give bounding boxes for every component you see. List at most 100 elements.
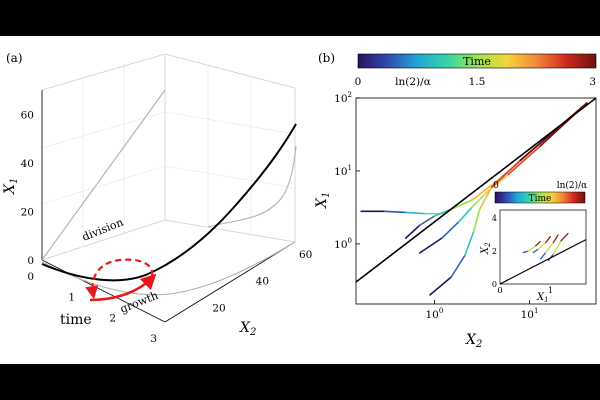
x-tick-exp: 1: [534, 307, 538, 315]
inset-trajectory-segment: [545, 242, 554, 254]
colorbar-tick-label: 1.5: [469, 76, 486, 88]
inset-y-tick-label: 0: [492, 280, 497, 289]
trajectory-segment: [404, 211, 426, 215]
y-tick-base: 10: [334, 239, 347, 251]
y-tick-exp: 0: [348, 237, 352, 245]
x1-axis-label: X1: [2, 178, 20, 195]
trajectory-segment: [471, 177, 502, 201]
trajectory-segment: [450, 199, 474, 210]
inset-colorbar: [494, 191, 586, 204]
x-tick-label: 100: [425, 307, 443, 321]
panel-a-label: (a): [6, 51, 23, 65]
inset-trajectory-segment: [537, 242, 546, 250]
inset-trajectory-segment: [532, 248, 539, 254]
time-axis-line: [41, 259, 166, 323]
inset-x-tick-label: 1: [548, 286, 553, 295]
trajectory-segment: [404, 224, 421, 239]
y-tick-base: 10: [334, 93, 347, 105]
y-tick-exp: 2: [348, 91, 352, 99]
trajectory-segment: [429, 276, 452, 296]
trajectory-segment: [507, 145, 542, 176]
grid-line: [41, 165, 296, 205]
inset-x-tick-label: 0: [497, 286, 502, 295]
inset-ylabel-sub: 2: [484, 242, 492, 248]
panel-b-ylabel-sub: 1: [321, 192, 332, 198]
x1-tick-labels: 0 20 40 60: [21, 109, 34, 267]
x1-axis-label-main: X: [2, 183, 18, 195]
colorbar-tick-label: 0: [355, 76, 362, 88]
inset-colorbar-left: 0: [493, 181, 499, 191]
x1-tick-label: 0: [27, 255, 34, 267]
inset-xlabel-main: X: [536, 292, 545, 303]
panel-b-xlabel: X2: [465, 332, 482, 350]
inset-trajectory-segment: [522, 250, 529, 254]
x2-tick-label: 40: [256, 276, 269, 288]
inset-curves: [499, 232, 587, 285]
colorbar-tick-label: ln(2)/α: [395, 76, 431, 88]
inset-plot-frame: [499, 209, 587, 285]
x-tick-exp: 0: [439, 307, 443, 315]
colorbar-tick-label: 3: [589, 76, 596, 88]
inset-trajectory-segment: [527, 245, 536, 252]
inset-xlabel: X1: [536, 292, 549, 304]
inset-y-tick-label: 2: [492, 247, 497, 256]
x2-axis-label-sub: 2: [249, 327, 256, 338]
y-tick-label: 102: [334, 91, 352, 105]
inset-colorbar-title: Time: [529, 194, 552, 204]
y-tick-exp: 1: [348, 164, 352, 172]
x2-tick-label: 60: [299, 249, 312, 261]
trajectory-segment: [471, 192, 487, 208]
inset-colorbar-right: ln(2)/α: [557, 180, 588, 191]
inset-trajectory-segment: [545, 235, 552, 244]
inset-ylabel-main: X: [480, 246, 491, 255]
panel-a-box: [41, 53, 296, 261]
inset-trajectory-segment: [560, 232, 569, 242]
time-tick-label: 2: [109, 312, 116, 324]
trajectory-curve: [41, 123, 297, 282]
x-tick-label: 101: [521, 307, 539, 321]
x1-tick-label: 60: [21, 109, 34, 121]
trajectory-segment: [441, 221, 460, 239]
inset-trajectory-segment: [534, 240, 541, 247]
x2-tick-label: 20: [212, 302, 225, 314]
trajectory-segment: [490, 159, 522, 188]
division-annotation: division: [80, 216, 125, 244]
projection-x2-time: [41, 241, 296, 296]
time-tick-label: 3: [150, 333, 157, 345]
figure-svg: (a): [2, 51, 597, 350]
diagonal-line: [355, 97, 597, 283]
panel-b-curves: [355, 97, 597, 296]
panel-a-front-axes: [41, 90, 296, 323]
x1-axis-label-sub: 1: [9, 178, 20, 184]
x-tick-base: 10: [425, 309, 438, 321]
growth-annotation: growth: [118, 289, 160, 316]
colorbar: [357, 53, 597, 69]
panel-a-projections: [41, 89, 297, 296]
inset-xlabel-sub: 1: [544, 296, 548, 304]
x1-tick-label: 40: [21, 158, 34, 170]
y-tick-label: 101: [334, 164, 352, 178]
y-tick-label: 100: [334, 237, 352, 251]
inset-diagonal-line: [499, 239, 587, 285]
inset-y-tick-label: 4: [492, 214, 497, 223]
x2-axis-line: [164, 241, 296, 323]
y-tick-base: 10: [334, 166, 347, 178]
colorbar-title: Time: [463, 55, 491, 68]
trajectory-segment: [450, 254, 466, 278]
panel-b-plot-frame: [355, 97, 597, 305]
time-tick-labels: 0 1 2 3: [27, 271, 157, 345]
projection-x1-x2: [207, 145, 297, 228]
panel-b-xlabel-sub: 2: [475, 339, 482, 350]
panel-b-ylabel-main: X: [314, 197, 330, 209]
panel-b-label: (b): [318, 51, 335, 65]
time-tick-label: 0: [27, 271, 34, 283]
inset-ylabel: X2: [480, 242, 492, 255]
box-back-right-edge: [164, 53, 296, 242]
panel-b-x-tick-labels: 100 101: [425, 300, 538, 321]
projection-x1-time: [41, 89, 166, 261]
division-arrow: [85, 258, 154, 300]
inset-trajectory-segment: [552, 234, 559, 244]
